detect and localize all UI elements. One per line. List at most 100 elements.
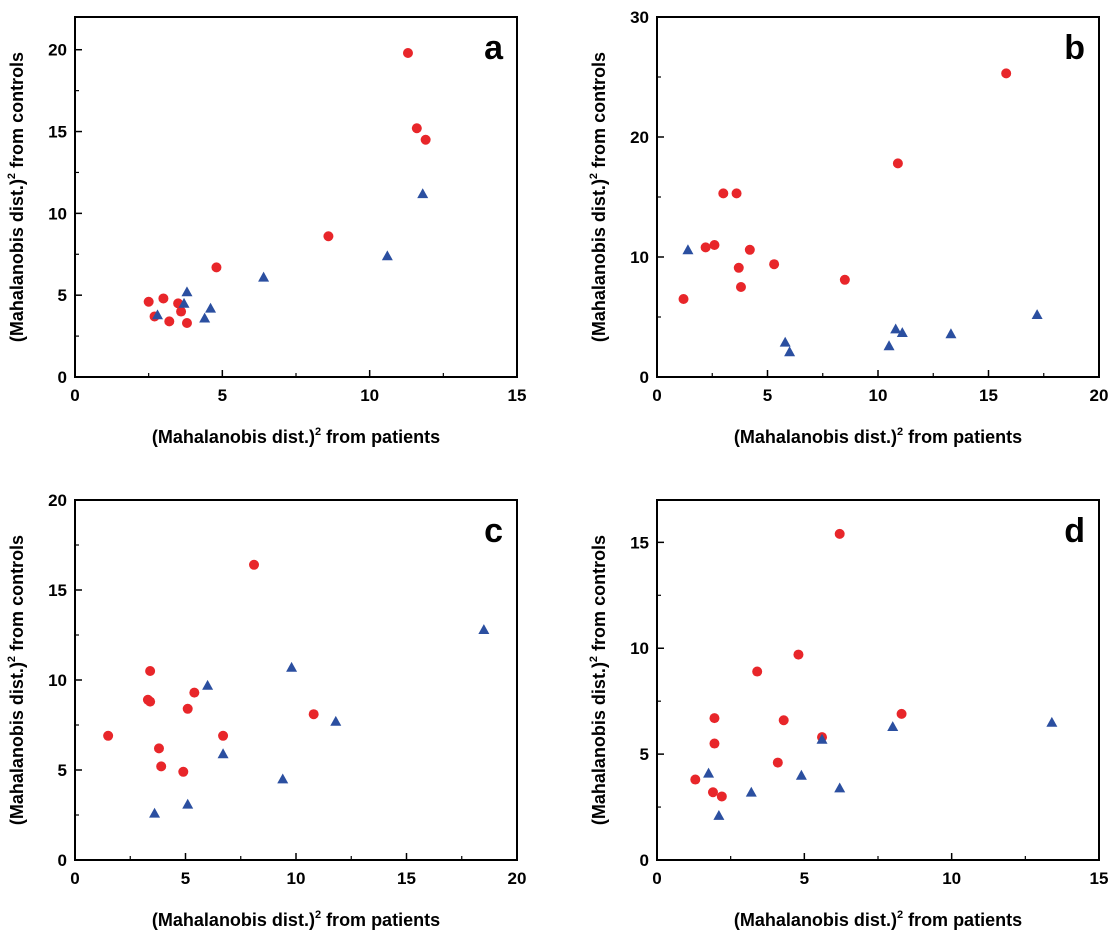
data-point-circle [145,696,156,707]
x-axis-label: (Mahalanobis dist.)2 from patients [152,909,440,930]
data-point-circle [158,293,169,304]
data-point-triangle [745,786,757,797]
y-tick-label: 20 [48,41,67,60]
data-point-triangle [217,748,229,759]
y-tick-label: 10 [48,204,67,223]
panel-letter: a [484,29,504,67]
data-point-circle [744,244,755,255]
data-point-circle [718,188,729,199]
data-point-circle [752,666,763,677]
data-point-triangle [152,309,164,320]
data-point-triangle [286,661,298,672]
data-point-circle [411,123,422,134]
x-tick-label: 0 [652,386,661,405]
data-point-triangle [199,312,211,323]
data-point-triangle [205,302,217,313]
y-tick-label: 20 [48,491,67,510]
data-point-circle [189,687,200,698]
data-point-circle [249,559,260,570]
plot-frame [656,499,1100,861]
x-tick-label: 10 [287,869,306,888]
data-point-circle [700,242,711,253]
panel-a: 0 5 10 15 0 5 10 15 20 (Mahalanobis dist.)2 from … [6,16,526,447]
y-tick-label: 15 [48,123,67,142]
data-point-triangle [896,327,908,337]
data-point-triangle [478,624,490,634]
data-point-triangle [779,336,791,347]
data-point-triangle [178,297,190,308]
y-tick-label: 10 [630,639,649,658]
data-point-circle [834,528,845,539]
data-point-triangle [795,769,807,780]
y-tick-label: 10 [630,248,649,267]
data-point-circle [709,713,720,724]
data-point-circle [181,318,192,328]
y-tick-label: 0 [58,851,67,870]
panel-letter: c [484,512,503,550]
data-point-circle [735,282,746,292]
data-point-triangle [417,188,429,199]
data-point-circle [716,791,727,802]
data-point-triangle [703,767,715,778]
data-point-triangle [181,286,193,297]
data-point-circle [678,294,689,304]
panel-d: 0 5 10 15 0 5 10 15 (Mahalanobis dist.)2 from pa… [588,499,1109,930]
data-point-triangle [277,773,289,784]
data-point-circle [145,666,156,676]
data-point-circle [143,296,154,307]
x-axis-label: (Mahalanobis dist.)2 from patients [152,426,440,447]
data-point-triangle [784,346,796,357]
data-point-triangle [883,340,895,351]
data-point-circle [211,262,222,273]
data-point-circle [896,708,907,719]
x-axis-label: (Mahalanobis dist.)2 from patients [734,909,1022,930]
data-point-circle [178,766,189,777]
x-tick-label: 10 [942,869,961,888]
data-point-triangle [887,721,899,731]
x-tick-label: 15 [979,386,998,405]
x-tick-label: 20 [508,869,527,888]
data-point-triangle [834,782,846,793]
data-point-triangle [1046,716,1058,727]
y-axis-label: (Mahalanobis dist.)2 from controls [588,535,609,825]
data-point-circle [769,259,780,270]
x-tick-label: 5 [218,386,227,405]
data-point-triangle [381,250,393,261]
data-point-circle [323,231,334,242]
data-point-circle [402,48,413,58]
y-tick-label: 5 [58,286,67,305]
x-tick-label: 0 [652,869,661,888]
panel-letter: b [1064,29,1085,67]
y-tick-label: 5 [58,761,67,780]
x-tick-label: 0 [70,869,79,888]
y-tick-label: 15 [48,581,67,600]
data-point-circle [153,743,164,754]
plot-frame [74,499,518,861]
y-tick-label: 10 [48,671,67,690]
data-point-circle [731,188,742,199]
y-tick-label: 15 [630,533,649,552]
x-tick-label: 10 [360,386,379,405]
data-point-circle [839,274,850,285]
y-tick-label: 0 [58,368,67,387]
y-axis-label: (Mahalanobis dist.)2 from controls [6,535,27,825]
data-point-triangle [258,271,270,282]
x-tick-label: 10 [869,386,888,405]
panel-b: 0 5 10 15 20 0 10 20 30 (Mahalanobis dist.)2 from… [588,8,1108,447]
data-point-circle [218,730,229,741]
data-point-circle [772,757,783,768]
data-point-circle [1001,68,1012,79]
data-point-triangle [890,323,902,334]
y-tick-label: 5 [640,745,649,764]
data-point-circle [103,730,114,741]
data-point-triangle [202,679,214,690]
data-point-circle [176,306,187,317]
data-point-circle [690,774,701,785]
data-point-circle [793,649,804,660]
x-tick-label: 15 [397,869,416,888]
x-tick-label: 0 [70,386,79,405]
x-tick-label: 15 [1090,869,1109,888]
data-point-circle [778,715,789,726]
data-point-triangle [816,733,828,744]
